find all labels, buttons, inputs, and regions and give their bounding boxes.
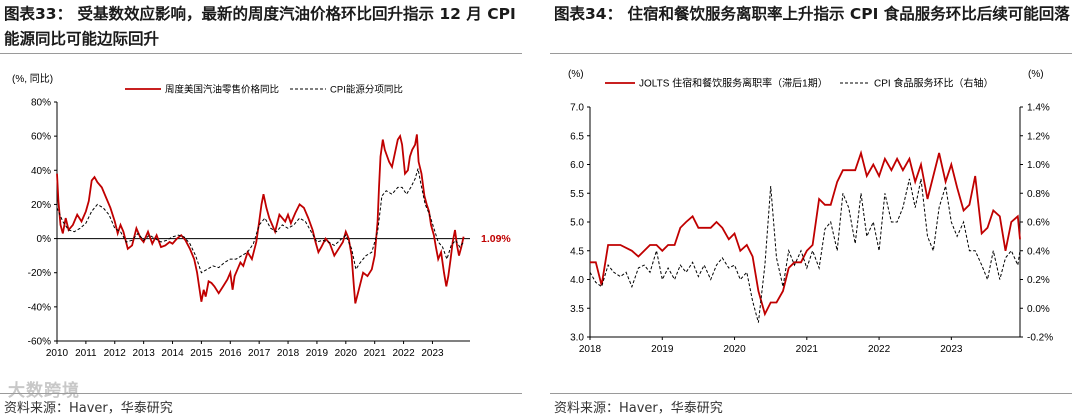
left-y-tick-label: 7.0 — [570, 103, 584, 114]
chart-34-y-axes: 7.0 1.4% 6.5 1.2% 6.0 1.0% 5.5 0.8% 5.0 0.6% 4.5 0.… — [570, 103, 1053, 344]
chart-34-legend: JOLTS 住宿和餐饮服务离职率（滞后1期） CPI 食品服务环比（右轴） — [605, 77, 993, 90]
x-tick-label: 2019 — [651, 344, 674, 355]
right-axis-unit-label: (%) — [1028, 69, 1044, 80]
y-axis-unit-label: (%, 同比) — [12, 73, 53, 85]
x-tick-label: 2018 — [579, 344, 602, 355]
y-tick-label: 40% — [31, 166, 51, 177]
x-tick-label: 2021 — [364, 348, 387, 359]
latest-value-annotation: 1.09% — [481, 233, 511, 245]
y-tick-label: -20% — [28, 268, 51, 279]
title-divider — [550, 53, 1072, 54]
gasoline-price-yoy-line — [56, 133, 465, 304]
chart-34: (%) (%) JOLTS 住宿和餐饮服务离职率（滞后1期） CPI 食品服务环比… — [568, 69, 1053, 355]
y-tick-label: 60% — [31, 132, 51, 143]
left-y-tick-label: 3.5 — [570, 304, 584, 315]
x-tick-label: 2020 — [335, 348, 358, 359]
legend-label: CPI 食品服务环比（右轴） — [874, 77, 993, 90]
x-tick-label: 2011 — [75, 348, 97, 359]
right-y-tick-label: 1.2% — [1027, 131, 1050, 142]
figure-33-source: 资料来源：Haver，华泰研究 — [4, 401, 173, 416]
x-tick-label: 2018 — [277, 348, 300, 359]
left-y-tick-label: 5.0 — [570, 218, 584, 229]
x-tick-label: 2017 — [248, 348, 271, 359]
right-y-tick-label: 0.0% — [1027, 304, 1050, 315]
watermark-logo: 大数跨境 — [8, 381, 80, 401]
left-y-tick-label: 6.0 — [570, 160, 584, 171]
legend-label: JOLTS 住宿和餐饮服务离职率（滞后1期） — [639, 77, 828, 90]
jolts-quit-rate-line — [590, 149, 1021, 317]
legend-label: 周度美国汽油零售价格同比 — [165, 84, 279, 96]
figure-34-panel: 图表34： 住宿和餐饮服务离职率上升指示 CPI 食品服务环比后续可能回落 (%… — [550, 0, 1080, 416]
chart-33-x-axis: 2010 2011 2012 2013 2014 2015 2016 2017 2018 2019… — [46, 238, 470, 359]
y-tick-label: 20% — [31, 200, 51, 211]
chart-33: (%, 同比) 周度美国汽油零售价格同比 CPI能源分项同比 80% 60% 40% 2… — [12, 73, 511, 359]
x-tick-label: 2023 — [940, 344, 963, 355]
chart-33-legend: 周度美国汽油零售价格同比 CPI能源分项同比 — [125, 84, 403, 96]
right-y-tick-label: -0.2% — [1027, 333, 1053, 344]
x-tick-label: 2015 — [190, 348, 213, 359]
x-tick-label: 2010 — [46, 348, 69, 359]
figure-34-source: 资料来源：Haver，华泰研究 — [554, 401, 723, 416]
chart-33-series — [56, 133, 465, 304]
left-y-tick-label: 6.5 — [570, 131, 584, 142]
right-y-tick-label: 1.0% — [1027, 160, 1050, 171]
chart-34-x-axis: 2018 2019 2020 2021 2022 2023 — [579, 336, 1020, 355]
x-tick-label: 2022 — [868, 344, 891, 355]
figure-33-panel: 图表33： 受基数效应影响，最新的周度汽油价格环比回升指示 12 月 CPI 能… — [0, 0, 530, 416]
figure-34-title: 图表34： 住宿和餐饮服务离职率上升指示 CPI 食品服务环比后续可能回落 — [554, 5, 1070, 23]
x-tick-label: 2023 — [421, 348, 444, 359]
cpi-energy-yoy-line — [56, 168, 465, 274]
right-y-tick-label: 0.4% — [1027, 246, 1050, 257]
right-y-tick-label: 0.8% — [1027, 189, 1050, 200]
x-tick-label: 2022 — [392, 348, 415, 359]
right-y-tick-label: 0.6% — [1027, 218, 1050, 229]
y-tick-label: 0% — [37, 234, 52, 245]
x-tick-label: 2013 — [133, 348, 156, 359]
x-tick-label: 2016 — [219, 348, 242, 359]
x-tick-label: 2020 — [723, 344, 746, 355]
left-y-tick-label: 5.5 — [570, 189, 584, 200]
right-y-tick-label: 0.2% — [1027, 275, 1050, 286]
left-y-tick-label: 4.0 — [570, 275, 584, 286]
title-divider — [0, 53, 522, 54]
chart-33-y-axis: 80% 60% 40% 20% 0% -20% -40% -60% — [28, 98, 58, 348]
left-axis-unit-label: (%) — [568, 69, 584, 80]
source-divider — [550, 393, 1072, 394]
y-tick-label: -60% — [28, 337, 51, 348]
source-divider — [0, 393, 522, 394]
y-tick-label: 80% — [31, 98, 51, 109]
x-tick-label: 2012 — [104, 348, 127, 359]
left-y-tick-label: 4.5 — [570, 246, 584, 257]
x-tick-label: 2014 — [161, 348, 184, 359]
x-tick-label: 2019 — [306, 348, 329, 359]
figure-33-title: 图表33： 受基数效应影响，最新的周度汽油价格环比回升指示 12 月 CPI 能… — [4, 5, 516, 48]
y-tick-label: -40% — [28, 302, 51, 313]
cpi-food-services-mom-line — [589, 178, 1021, 323]
chart-34-series — [589, 149, 1021, 323]
x-tick-label: 2021 — [796, 344, 819, 355]
right-y-tick-label: 1.4% — [1027, 103, 1050, 114]
left-y-tick-label: 3.0 — [570, 333, 584, 344]
legend-label: CPI能源分项同比 — [330, 84, 403, 96]
